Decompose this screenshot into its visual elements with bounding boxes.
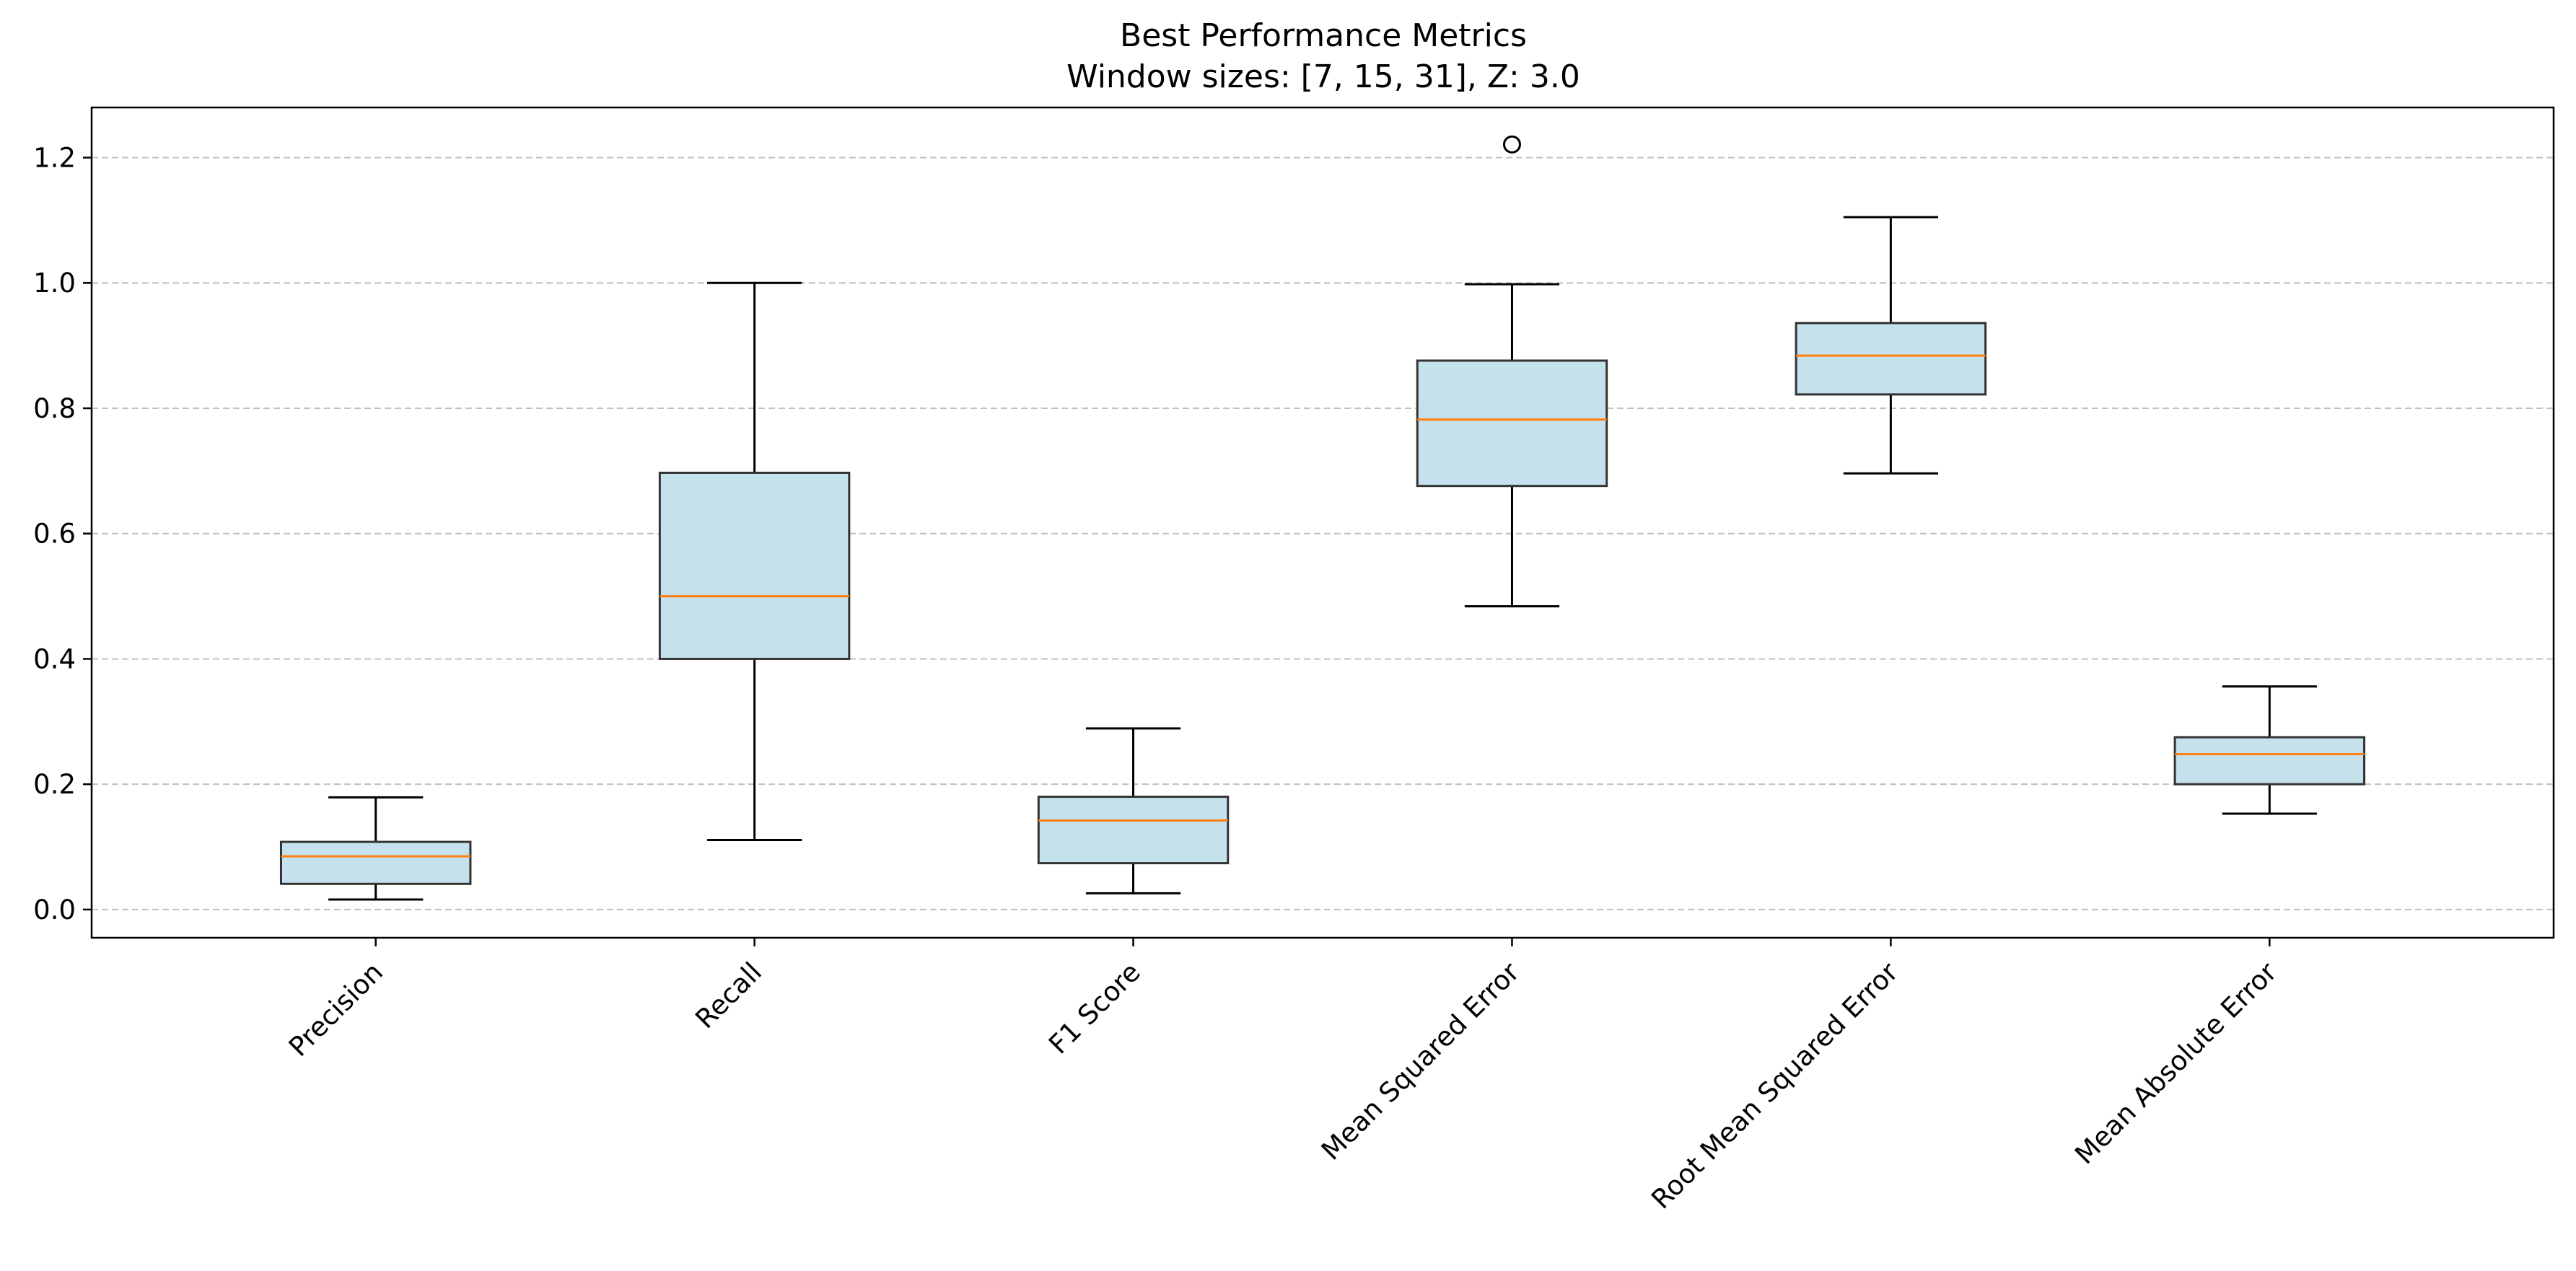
y-tick-label: 0.2 (33, 769, 76, 800)
box-recall (658, 281, 851, 841)
box-mean-absolute-error (2173, 685, 2366, 815)
outlier-point (1502, 135, 1521, 154)
box-iqr (279, 840, 472, 885)
box-f1-score (1037, 727, 1230, 894)
box-iqr (1416, 359, 1608, 488)
y-tick-label: 0.8 (33, 393, 76, 424)
x-tick-label: Precision (283, 956, 389, 1063)
y-tick-label: 0.0 (33, 894, 76, 925)
y-tick-label: 1.0 (33, 268, 76, 299)
y-tick-label: 0.6 (33, 519, 76, 550)
y-tick-label: 1.2 (33, 142, 76, 173)
x-tick-label: Mean Absolute Error (2069, 956, 2283, 1170)
chart-title: Best Performance Metrics (1120, 17, 1527, 54)
box-iqr (1037, 796, 1230, 865)
x-axis: Precision Recall F1 Score Mean Squared Erro… (283, 938, 2283, 1215)
grid-lines (92, 157, 2554, 910)
x-tick-label: F1 Score (1043, 956, 1147, 1060)
box-mean-squared-error (1416, 135, 1608, 607)
plot-frame (90, 106, 2555, 939)
boxes (279, 135, 2366, 901)
chart-subtitle: Window sizes: [7, 15, 31], Z: 3.0 (1066, 58, 1580, 95)
x-tick-label: Recall (690, 956, 768, 1034)
y-axis: 0.0 0.2 0.4 0.6 0.8 1.0 1.2 (33, 142, 92, 925)
x-tick-label: Root Mean Squared Error (1645, 956, 1904, 1215)
x-tick-label: Mean Squared Error (1315, 956, 1525, 1166)
box-iqr (658, 471, 851, 660)
box-root-mean-squared-error (1795, 216, 1987, 475)
box-iqr (1795, 322, 1987, 396)
box-iqr (2173, 736, 2366, 786)
box-precision (279, 796, 472, 901)
y-tick-label: 0.4 (33, 643, 76, 674)
